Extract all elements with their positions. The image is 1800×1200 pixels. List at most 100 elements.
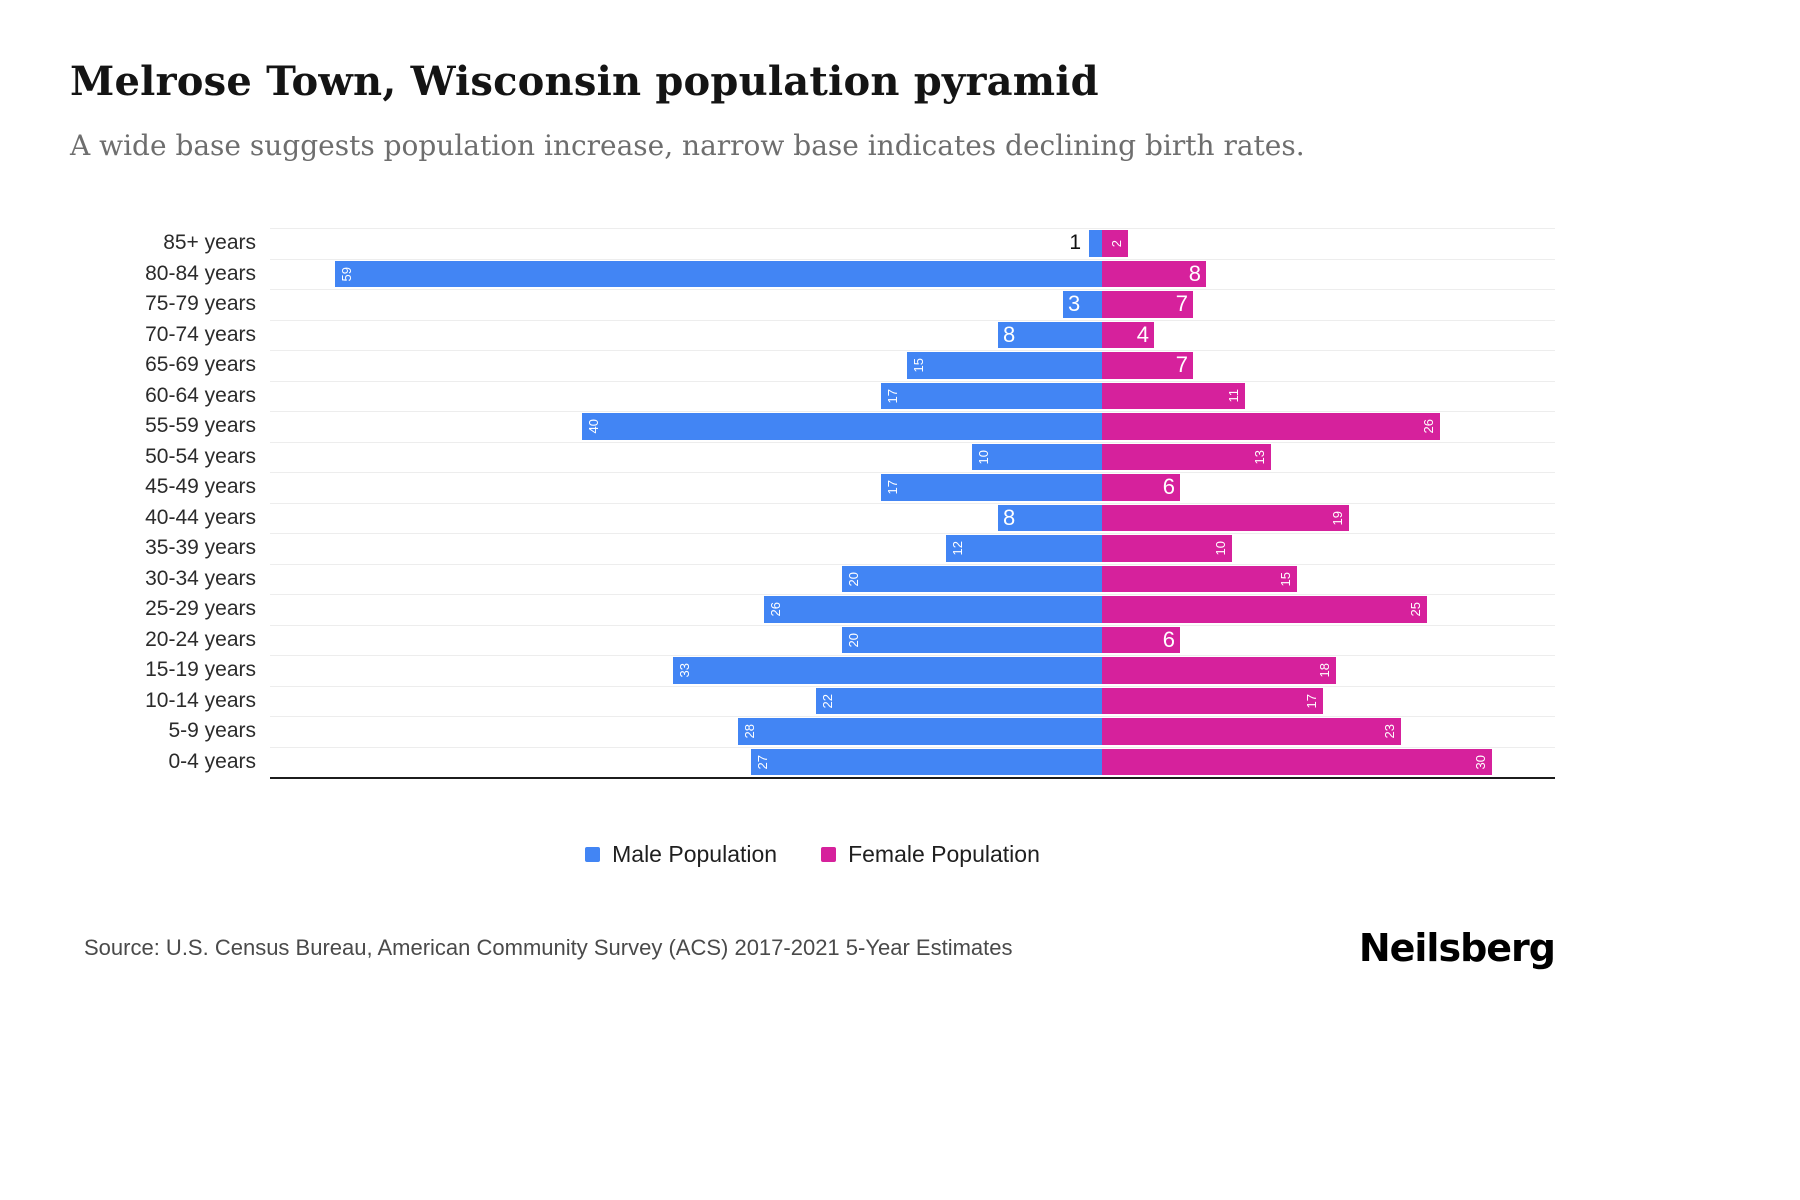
- y-axis-label: 15-19 years: [145, 658, 256, 682]
- female-bar[interactable]: 7: [1102, 352, 1193, 379]
- male-bar[interactable]: 27: [751, 748, 1102, 775]
- male-value-label: 8: [1003, 321, 1016, 347]
- male-bar[interactable]: 33: [673, 657, 1102, 684]
- pyramid-row: 5-9 years 28 23: [70, 716, 1555, 747]
- legend-label-female: Female Population: [848, 841, 1040, 867]
- legend-item-female[interactable]: Female Population: [821, 841, 1040, 868]
- female-bar[interactable]: 17: [1102, 687, 1323, 714]
- female-bar[interactable]: 2: [1102, 230, 1128, 257]
- female-bar[interactable]: 4: [1102, 321, 1154, 348]
- male-value-label: 20: [846, 632, 861, 647]
- y-axis-label: 20-24 years: [145, 627, 256, 651]
- pyramid-row: 25-29 years 26 25: [70, 594, 1555, 625]
- y-axis-label: 55-59 years: [145, 414, 256, 438]
- female-bar[interactable]: 18: [1102, 657, 1336, 684]
- female-bar[interactable]: 30: [1102, 748, 1492, 775]
- female-bar[interactable]: 25: [1102, 596, 1427, 623]
- female-value-label: 25: [1408, 602, 1423, 617]
- male-value-label: 28: [742, 724, 757, 739]
- male-bar[interactable]: 17: [881, 474, 1102, 501]
- male-bar[interactable]: 20: [842, 626, 1102, 653]
- y-axis-label: 5-9 years: [168, 719, 256, 743]
- female-bar[interactable]: 19: [1102, 504, 1349, 531]
- pyramid-row: 85+ years 1 2: [70, 228, 1555, 259]
- chart-title: Melrose Town, Wisconsin population pyram…: [70, 58, 1099, 105]
- male-value-label: 33: [677, 663, 692, 678]
- female-bar[interactable]: 7: [1102, 291, 1193, 318]
- female-bar[interactable]: 6: [1102, 626, 1180, 653]
- male-swatch-icon: [585, 847, 601, 862]
- female-bar[interactable]: 11: [1102, 382, 1245, 409]
- male-bar[interactable]: 26: [764, 596, 1102, 623]
- pyramid-row: 45-49 years 17 6: [70, 472, 1555, 503]
- gridline: [270, 411, 1555, 412]
- female-value-label: 7: [1175, 291, 1188, 317]
- male-bar[interactable]: 28: [738, 718, 1102, 745]
- pyramid-row: 15-19 years 33 18: [70, 655, 1555, 686]
- bars-track: 17 11: [270, 380, 1555, 412]
- male-bar[interactable]: 22: [816, 687, 1102, 714]
- pyramid-row: 10-14 years 22 17: [70, 685, 1555, 717]
- y-axis-label: 10-14 years: [145, 688, 256, 712]
- female-value-label: 6: [1162, 626, 1175, 652]
- male-bar[interactable]: 12: [946, 535, 1102, 562]
- y-axis-label: 45-49 years: [145, 475, 256, 499]
- male-bar[interactable]: 10: [972, 443, 1102, 470]
- male-bar[interactable]: 8: [998, 321, 1102, 348]
- gridline: [270, 746, 1555, 748]
- gridline: [270, 502, 1555, 504]
- y-axis-label: 60-64 years: [145, 383, 256, 407]
- gridline: [270, 533, 1555, 534]
- male-value-label: 3: [1068, 291, 1081, 317]
- gridline: [270, 350, 1555, 351]
- y-axis-label: 65-69 years: [145, 353, 256, 377]
- male-bar[interactable]: 17: [881, 382, 1102, 409]
- female-value-label: 19: [1330, 510, 1345, 525]
- y-axis-label: 30-34 years: [145, 566, 256, 590]
- female-bar[interactable]: 13: [1102, 443, 1271, 470]
- y-axis-label: 25-29 years: [145, 597, 256, 621]
- chart-legend: Male Population Female Population: [70, 841, 1555, 868]
- male-bar[interactable]: 8: [998, 504, 1102, 531]
- female-bar[interactable]: 15: [1102, 565, 1297, 592]
- male-bar[interactable]: 20: [842, 565, 1102, 592]
- pyramid-row: 60-64 years 17 11: [70, 380, 1555, 412]
- male-value-label: 59: [339, 266, 354, 281]
- female-value-label: 15: [1278, 571, 1293, 586]
- gridline: [270, 380, 1555, 382]
- bars-track: 22 17: [270, 685, 1555, 717]
- male-value-label: 40: [586, 419, 601, 434]
- female-value-label: 11: [1226, 389, 1241, 403]
- pyramid-row: 30-34 years 20 15: [70, 563, 1555, 595]
- female-bar[interactable]: 8: [1102, 260, 1206, 287]
- bars-track: 10 13: [270, 441, 1555, 473]
- y-axis-label: 80-84 years: [145, 261, 256, 285]
- y-axis-label: 50-54 years: [145, 444, 256, 468]
- male-value-label: 10: [976, 449, 991, 464]
- female-bar[interactable]: 26: [1102, 413, 1440, 440]
- female-bar[interactable]: 6: [1102, 474, 1180, 501]
- female-bar[interactable]: 23: [1102, 718, 1401, 745]
- male-bar[interactable]: 15: [907, 352, 1102, 379]
- gridline: [270, 441, 1555, 443]
- brand-logo: Neilsberg: [1358, 926, 1556, 970]
- male-bar[interactable]: 3: [1063, 291, 1102, 318]
- source-note: Source: U.S. Census Bureau, American Com…: [84, 935, 1013, 960]
- y-axis-label: 70-74 years: [145, 322, 256, 346]
- gridline: [270, 472, 1555, 473]
- female-value-label: 8: [1188, 260, 1201, 286]
- male-bar[interactable]: [1089, 230, 1102, 257]
- male-bar[interactable]: 59: [335, 260, 1102, 287]
- male-value-label: 8: [1003, 504, 1016, 530]
- pyramid-row: 65-69 years 15 7: [70, 350, 1555, 381]
- legend-item-male[interactable]: Male Population: [585, 841, 777, 868]
- female-bar[interactable]: 10: [1102, 535, 1232, 562]
- female-value-label: 4: [1136, 321, 1149, 347]
- pyramid-row: 75-79 years 3 7: [70, 289, 1555, 320]
- gridline: [270, 563, 1555, 565]
- pyramid-row: 20-24 years 20 6: [70, 624, 1555, 656]
- male-bar[interactable]: 40: [582, 413, 1102, 440]
